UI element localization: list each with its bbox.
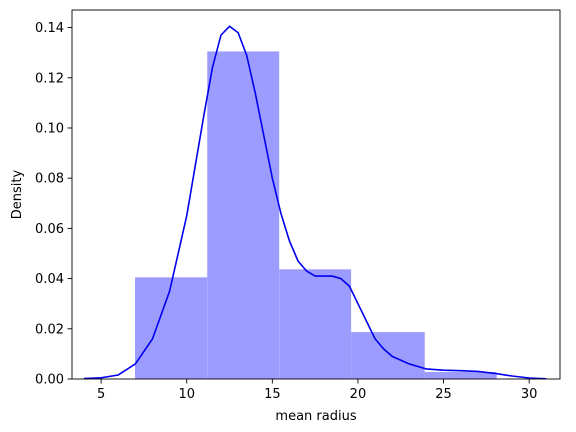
histogram-bar-3 xyxy=(279,269,352,379)
histogram-bars xyxy=(135,51,497,380)
y-tick-label-6: 0.10 xyxy=(35,121,64,136)
kde-line xyxy=(83,25,547,380)
y-axis: 0.00 0.02 0.04 0.06 0.08 0.10 0.12 0.14 xyxy=(35,21,72,388)
y-tick-label-5: 0.08 xyxy=(35,172,64,187)
y-tick-label-4: 0.06 xyxy=(35,222,64,237)
y-tick-label-3: 0.04 xyxy=(35,272,64,287)
x-tick-label-3: 15 xyxy=(264,387,281,402)
x-tick-label-4: 20 xyxy=(350,387,367,402)
x-tick-label-6: 30 xyxy=(521,387,538,402)
y-tick-label-8: 0.14 xyxy=(35,21,64,36)
histogram-bar-5 xyxy=(424,371,497,379)
y-tick-label-7: 0.12 xyxy=(35,71,64,86)
histogram-bar-1 xyxy=(135,277,208,379)
x-tick-label-1: 5 xyxy=(97,387,105,402)
x-axis: 5 10 15 20 25 30 xyxy=(97,379,537,402)
y-tick-label-1: 0.00 xyxy=(35,373,64,388)
y-tick-label-2: 0.02 xyxy=(35,322,64,337)
x-axis-label: mean radius xyxy=(275,409,356,424)
histogram-bar-4 xyxy=(351,332,425,379)
histogram-bar-2 xyxy=(207,51,280,380)
x-tick-label-5: 25 xyxy=(435,387,452,402)
x-tick-label-2: 10 xyxy=(178,387,195,402)
y-axis-label: Density xyxy=(10,169,25,219)
plot-frame xyxy=(71,9,561,380)
